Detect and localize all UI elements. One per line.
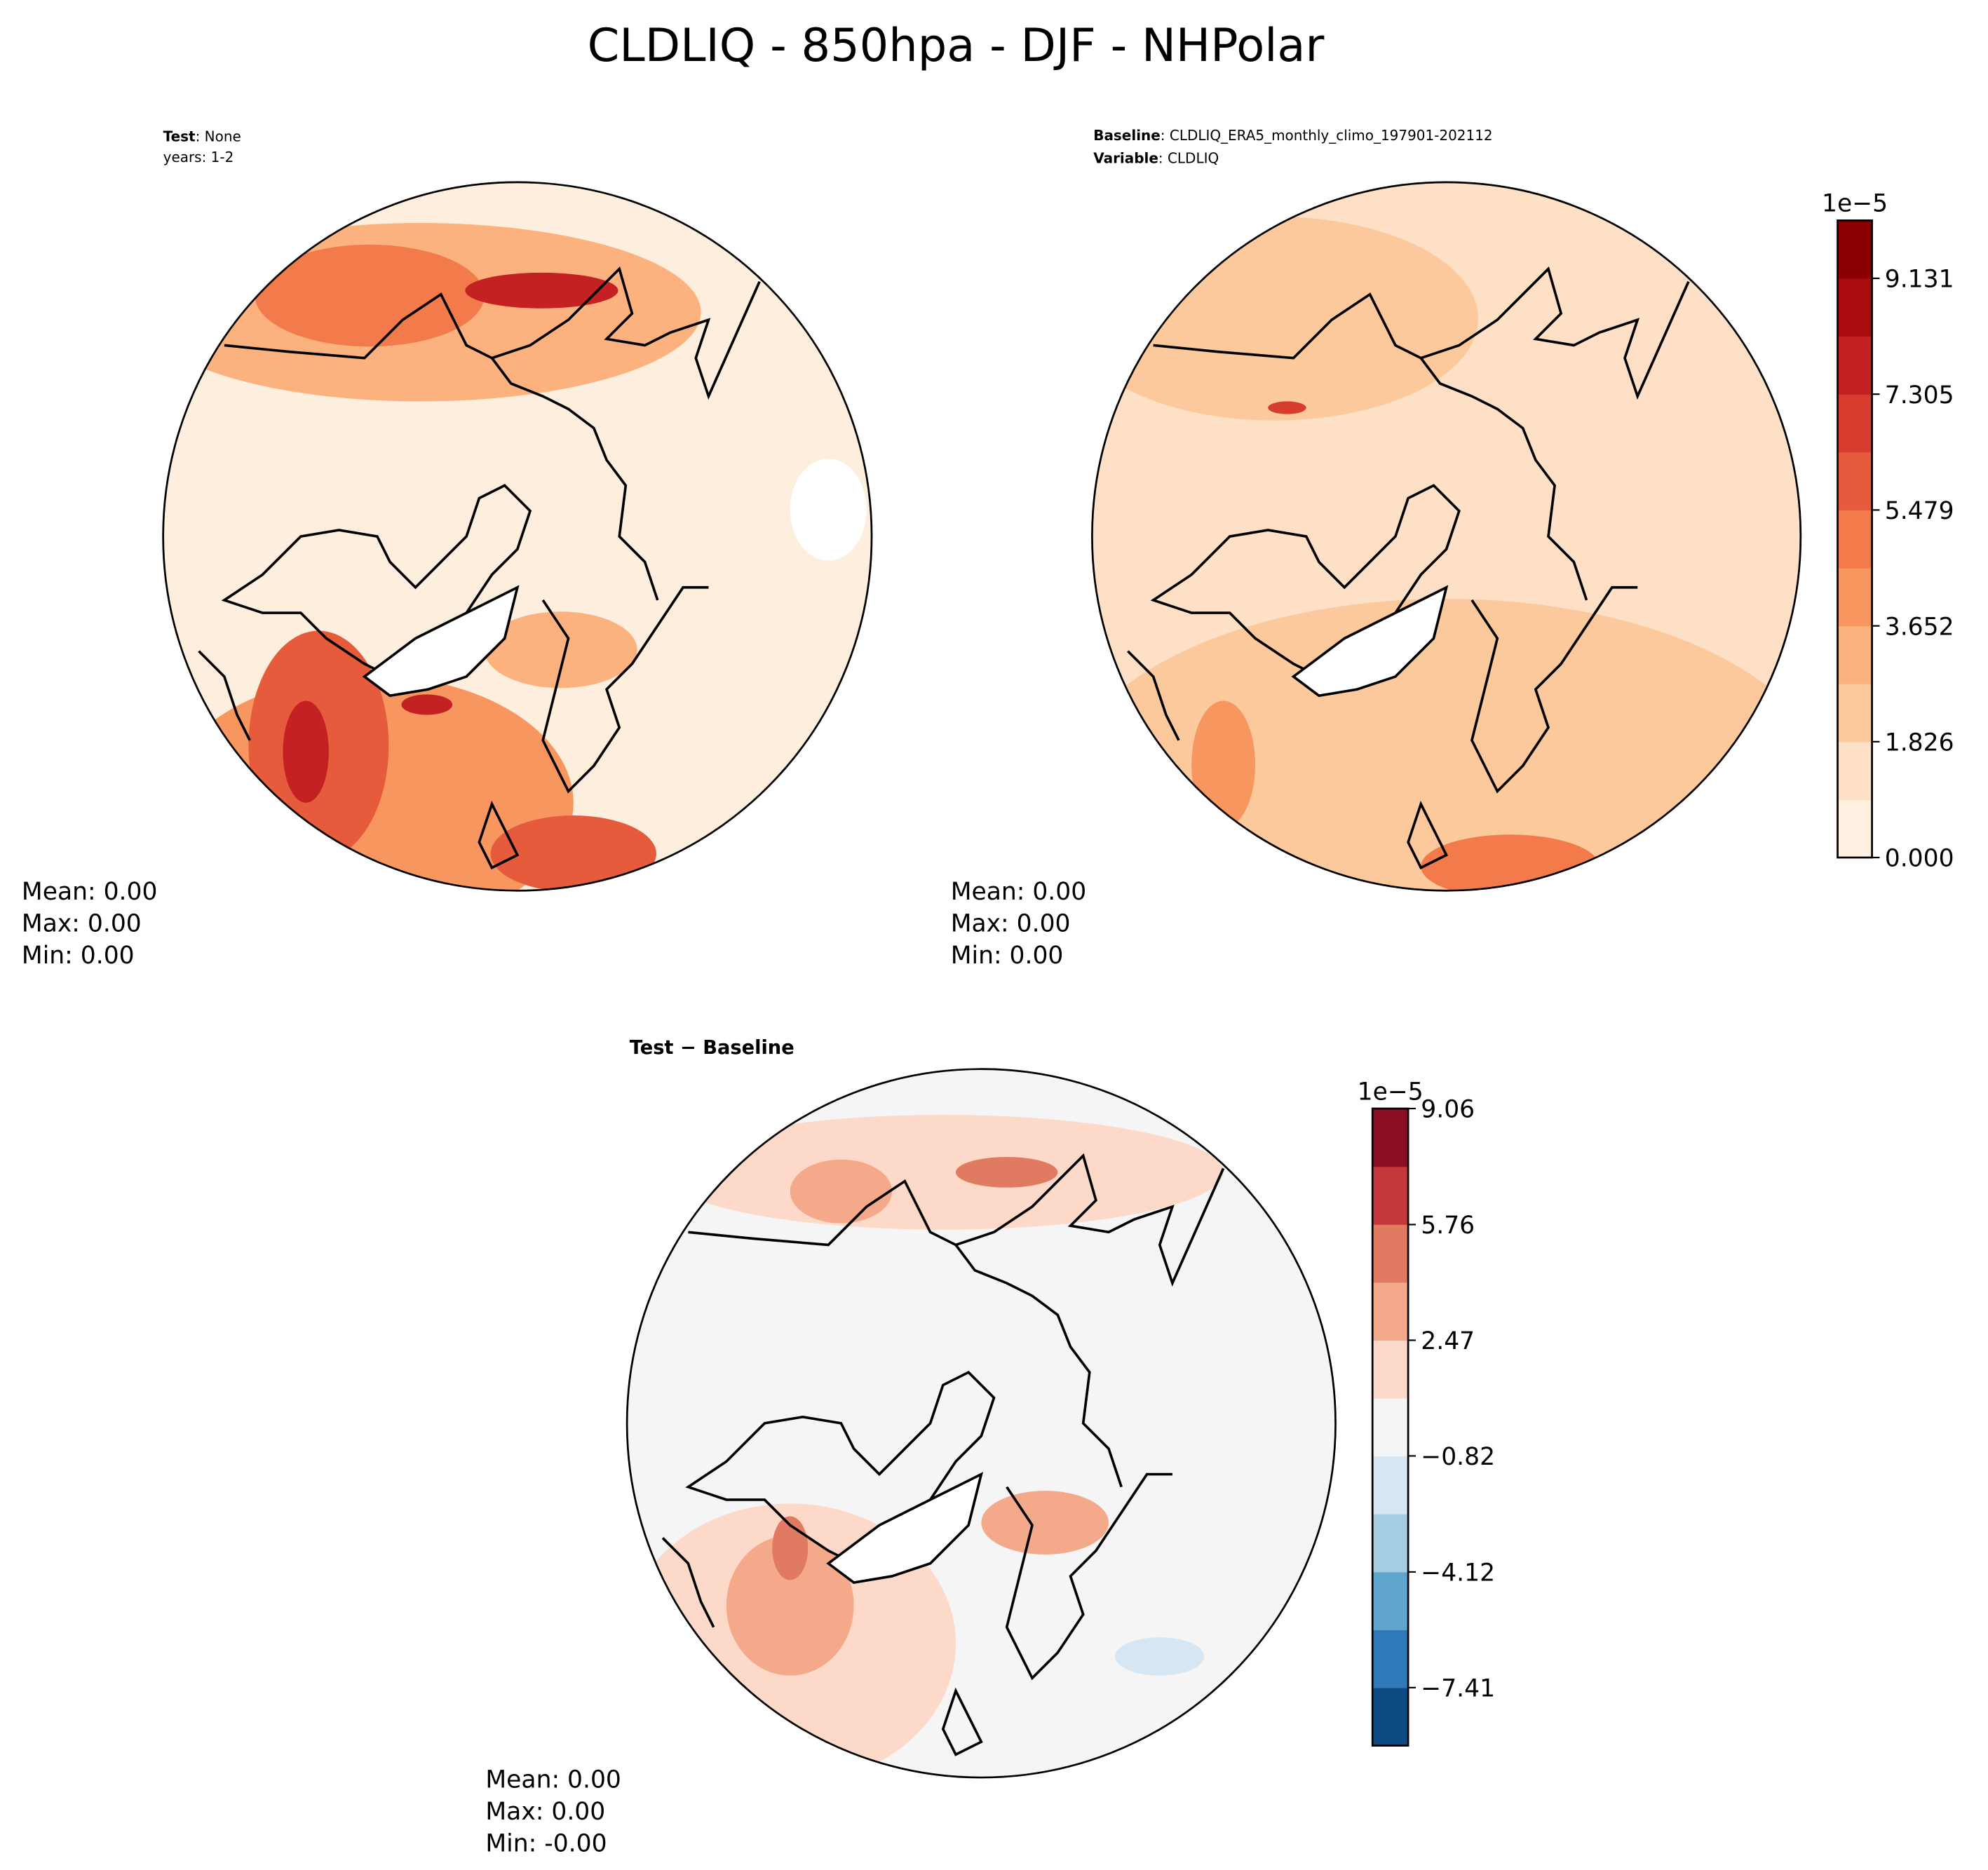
color-band bbox=[1837, 336, 1872, 395]
colorbar-offset-label: 1e−5 bbox=[1822, 190, 1888, 218]
panel-label-text: years: 1-2 bbox=[163, 149, 234, 165]
map-difference bbox=[627, 1069, 1336, 1778]
color-band bbox=[1837, 220, 1872, 279]
colorbar-frame bbox=[1371, 1107, 1409, 1747]
color-band bbox=[1372, 1630, 1409, 1688]
color-band bbox=[1837, 741, 1872, 800]
map-border bbox=[162, 181, 873, 892]
color-band bbox=[1837, 278, 1872, 337]
colorbar-tick-label: 7.305 bbox=[1885, 381, 1954, 409]
stat-text: Min: -0.00 bbox=[485, 1829, 607, 1857]
panel-label-text: : CLDLIQ_ERA5_monthly_climo_197901-20211… bbox=[1161, 127, 1493, 144]
stat-text: Mean: 0.00 bbox=[951, 878, 1087, 906]
stat-text: Max: 0.00 bbox=[951, 909, 1071, 937]
color-band bbox=[1372, 1340, 1409, 1399]
stat-text: Max: 0.00 bbox=[22, 909, 142, 937]
color-band bbox=[1837, 684, 1872, 743]
colorbar-tick-label: 5.479 bbox=[1885, 497, 1954, 525]
color-band bbox=[1372, 1166, 1409, 1225]
colorbar-tick-label: 2.47 bbox=[1421, 1327, 1475, 1355]
colorbar-tick-label: 5.76 bbox=[1421, 1212, 1475, 1240]
stat-text: Mean: 0.00 bbox=[485, 1766, 621, 1794]
colorbar-tick-label: −7.41 bbox=[1421, 1675, 1495, 1703]
color-band bbox=[1837, 567, 1872, 627]
color-band bbox=[1372, 1398, 1409, 1457]
colorbar-frame bbox=[1837, 219, 1873, 859]
colorbar-tick-label: −0.82 bbox=[1421, 1443, 1495, 1471]
color-band bbox=[1837, 452, 1872, 510]
panel-label-text: : CLDLIQ bbox=[1158, 150, 1219, 167]
panel-label-key: Baseline bbox=[1093, 127, 1161, 144]
panel-label-key: Test bbox=[163, 128, 196, 145]
color-band bbox=[1837, 799, 1872, 858]
colorbar-offset-label: 1e−5 bbox=[1358, 1078, 1424, 1106]
panel-label: Test − Baseline bbox=[630, 1037, 794, 1059]
colorbar-tick-label: 0.000 bbox=[1885, 845, 1954, 873]
colorbar-tick-label: −4.12 bbox=[1421, 1559, 1495, 1587]
map-baseline bbox=[1092, 182, 1801, 891]
color-band bbox=[1837, 510, 1872, 569]
color-band bbox=[1837, 394, 1872, 453]
panel-label: years: 1-2 bbox=[163, 149, 234, 165]
panel-label: Variable: CLDLIQ bbox=[1093, 150, 1219, 167]
panel-label-text: : None bbox=[196, 128, 241, 145]
panel-label-key: Test − Baseline bbox=[630, 1037, 794, 1059]
stat-text: Min: 0.00 bbox=[951, 942, 1064, 970]
color-band bbox=[1372, 1224, 1409, 1283]
colorbar-tick-label: 9.131 bbox=[1885, 266, 1954, 294]
color-band bbox=[1837, 625, 1872, 684]
color-band bbox=[1372, 1514, 1409, 1573]
map-border bbox=[626, 1068, 1337, 1779]
map-test bbox=[163, 182, 872, 891]
colorbar-tick-label: 3.652 bbox=[1885, 613, 1954, 641]
colorbar-tick-label: 9.06 bbox=[1421, 1096, 1475, 1124]
colorbar-tick-label: 1.826 bbox=[1885, 729, 1954, 757]
stat-text: Max: 0.00 bbox=[485, 1798, 605, 1826]
color-band bbox=[1372, 1282, 1409, 1341]
map-border bbox=[1091, 181, 1802, 892]
color-band bbox=[1372, 1571, 1409, 1630]
panel-label-key: Variable bbox=[1093, 150, 1158, 167]
figure-title: CLDLIQ - 850hpa - DJF - NHPolar bbox=[588, 19, 1325, 72]
stat-text: Mean: 0.00 bbox=[22, 878, 158, 906]
color-band bbox=[1372, 1688, 1409, 1747]
color-band bbox=[1372, 1456, 1409, 1515]
stat-text: Min: 0.00 bbox=[22, 942, 135, 970]
color-band bbox=[1372, 1109, 1409, 1167]
panel-label: Test: None bbox=[163, 128, 241, 145]
panel-label: Baseline: CLDLIQ_ERA5_monthly_climo_1979… bbox=[1093, 127, 1492, 144]
